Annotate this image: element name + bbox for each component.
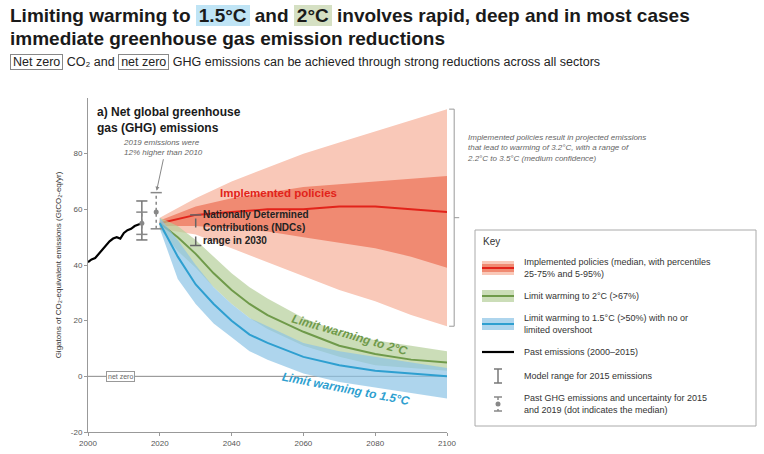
svg-text:0: 0: [78, 372, 83, 381]
svg-text:Past GHG emissions and uncerta: Past GHG emissions and uncertainty for 2…: [524, 393, 707, 415]
svg-text:2080: 2080: [366, 439, 384, 448]
svg-text:60: 60: [73, 205, 82, 214]
svg-text:Gigatons of CO₂-equivalent emi: Gigatons of CO₂-equivalent emissions (Gt…: [54, 171, 63, 358]
svg-text:Limit warming to 2°C: Limit warming to 2°C: [290, 312, 409, 358]
svg-text:a) Net global greenhousegas (G: a) Net global greenhousegas (GHG) emissi…: [97, 105, 241, 135]
svg-text:40: 40: [73, 261, 82, 270]
svg-text:2020: 2020: [151, 439, 169, 448]
svg-text:2000: 2000: [79, 439, 97, 448]
svg-text:net zero: net zero: [108, 373, 133, 380]
svg-text:Past emissions (2000–2015): Past emissions (2000–2015): [524, 347, 638, 357]
svg-text:Nationally DeterminedContribut: Nationally DeterminedContributions (NDCs…: [203, 209, 309, 246]
svg-text:2040: 2040: [223, 439, 241, 448]
svg-text:Key: Key: [483, 236, 500, 247]
svg-text:80: 80: [73, 149, 82, 158]
svg-text:Implemented policies (median,: Implemented policies (median, with perce…: [524, 257, 711, 279]
svg-text:2100: 2100: [438, 439, 456, 448]
svg-text:Implemented policies result in: Implemented policies result in projected…: [467, 133, 646, 163]
svg-text:2060: 2060: [295, 439, 313, 448]
svg-text:Limit warming to 1.5°C (>50%): Limit warming to 1.5°C (>50%) with no or…: [524, 313, 688, 335]
svg-text:Model range for 2015 emissions: Model range for 2015 emissions: [524, 371, 653, 381]
svg-text:20: 20: [73, 316, 82, 325]
html-text:Net zero CO₂ and net zero GHG: Net zero CO₂ and net zero GHG emissions …: [13, 55, 601, 69]
svg-text:Implemented policies: Implemented policies: [220, 187, 337, 199]
html-text:Limiting warming to 1.5°C and: Limiting warming to 1.5°C and 2°C involv…: [10, 5, 690, 49]
svg-text:Limit warming to 2°C (>67%): Limit warming to 2°C (>67%): [524, 291, 639, 301]
svg-text:2019 emissions were12% higher: 2019 emissions were12% higher than 2010: [123, 138, 203, 157]
svg-text:-20: -20: [71, 428, 83, 437]
svg-text:Limit warming to 1.5°C: Limit warming to 1.5°C: [281, 370, 411, 409]
